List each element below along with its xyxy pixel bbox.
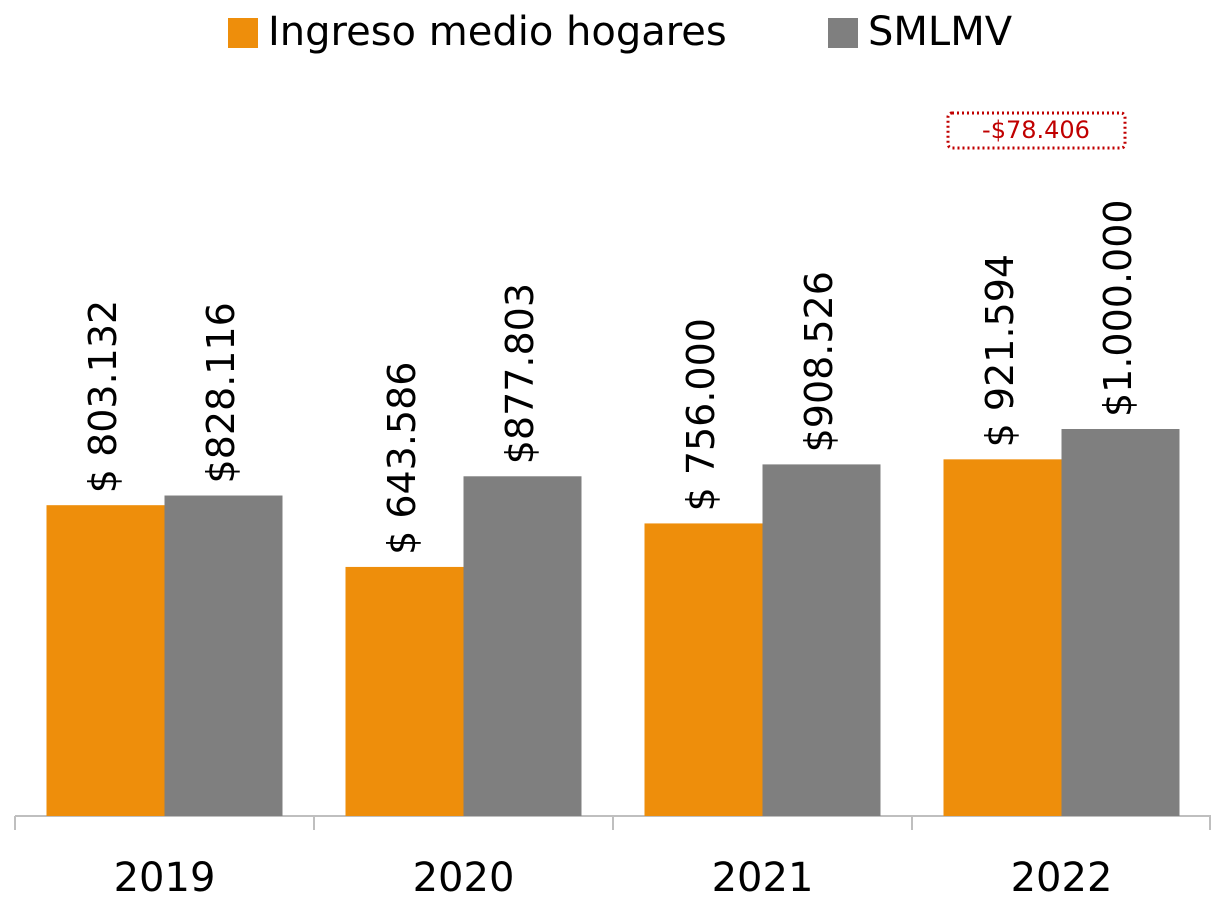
x-tick-label: 2019: [114, 855, 216, 901]
x-tick-label: 2020: [413, 855, 515, 901]
bar: [943, 459, 1062, 816]
x-tick-label: 2022: [1011, 855, 1113, 901]
bar: [164, 495, 283, 816]
value-label: $1.000.000: [1096, 199, 1140, 417]
bar: [46, 505, 165, 816]
annotation-box: [946, 111, 1127, 150]
bar: [345, 566, 464, 816]
value-label: $ 921.594: [978, 254, 1022, 447]
legend-label: SMLMV: [868, 9, 1013, 55]
legend-label: Ingreso medio hogares: [268, 9, 727, 55]
value-label: $ 803.132: [81, 300, 125, 493]
bar: [1061, 429, 1180, 816]
value-label: $877.803: [498, 283, 542, 464]
bar: [644, 523, 763, 816]
x-tick-label: 2021: [712, 855, 814, 901]
legend-swatch: [828, 18, 858, 48]
value-label: $ 756.000: [679, 318, 723, 511]
value-label: $ 643.586: [380, 362, 424, 555]
annotation: -$78.406: [982, 116, 1090, 144]
value-label: $828.116: [199, 302, 243, 483]
bar: [762, 464, 881, 816]
bar: [463, 476, 582, 816]
value-label: $908.526: [797, 271, 841, 452]
legend-swatch: [228, 18, 258, 48]
